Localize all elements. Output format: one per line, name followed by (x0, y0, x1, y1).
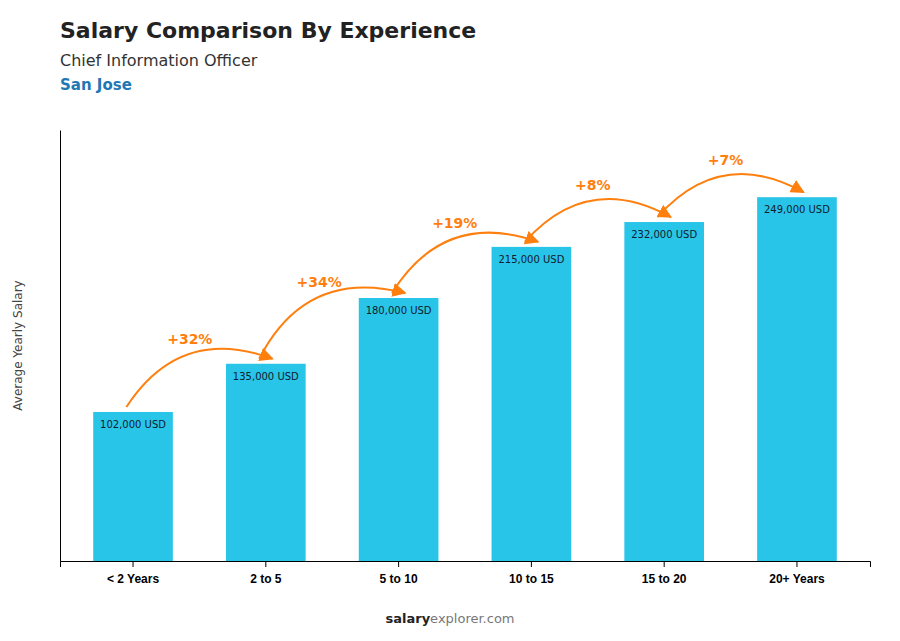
x-axis: < 2 Years 2 to 5 5 to 10 10 to 15 15 to 20 20… (61, 561, 871, 586)
x-tick: < 2 Years (107, 561, 159, 586)
x-tick: 2 to 5 (250, 561, 282, 586)
x-tick-mark (265, 561, 266, 567)
footer-part: explorer.com (430, 611, 514, 626)
bar (492, 247, 572, 561)
x-tick-mark (398, 561, 399, 567)
x-tick-label: 10 to 15 (509, 572, 554, 586)
footer-part: salary (385, 611, 430, 626)
x-tick-label: 15 to 20 (642, 572, 687, 586)
y-axis-label: Average Yearly Salary (11, 280, 25, 410)
arrow (525, 199, 671, 242)
x-tick: 20+ Years (769, 561, 825, 586)
arrow (658, 174, 804, 217)
x-tick: 5 to 10 (380, 561, 418, 586)
x-tick-label: < 2 Years (107, 572, 159, 586)
y-axis (60, 131, 61, 562)
bar (624, 222, 704, 561)
x-tick: 10 to 15 (509, 561, 554, 586)
arrow (392, 233, 538, 293)
annotation: +7% (708, 152, 744, 168)
arrow (259, 287, 405, 358)
x-tick-mark (531, 561, 532, 567)
data-label: 215,000 USD (498, 254, 564, 265)
data-label: 249,000 USD (764, 204, 830, 215)
bar (226, 364, 306, 561)
bars (93, 197, 837, 561)
x-tick-mark (664, 561, 665, 567)
data-label: 135,000 USD (233, 371, 299, 382)
bar (359, 298, 439, 561)
bar (757, 197, 837, 561)
x-tick-mark (133, 561, 134, 567)
x-tick-label: 5 to 10 (380, 572, 418, 586)
x-tick-label: 20+ Years (769, 572, 825, 586)
data-label: 102,000 USD (100, 419, 166, 430)
subtitle: Chief Information Officer (60, 51, 258, 70)
x-tick-mark (796, 561, 797, 567)
arrow (126, 349, 272, 407)
x-axis-line (61, 562, 871, 568)
data-labels: 102,000 USD 135,000 USD 180,000 USD 215,000… (100, 204, 830, 430)
data-label: 180,000 USD (366, 305, 432, 316)
annotation: +19% (432, 215, 477, 231)
subtitle: San Jose (60, 76, 132, 94)
title: Salary Comparison By Experience (60, 18, 476, 43)
chart: Salary Comparison By Experience Chief Inf… (0, 0, 900, 641)
annotation: +8% (575, 177, 611, 193)
data-label: 232,000 USD (631, 229, 697, 240)
x-tick-label: 2 to 5 (250, 572, 282, 586)
x-tick: 15 to 20 (642, 561, 687, 586)
annotation: +32% (167, 331, 212, 347)
bar (93, 412, 173, 561)
annotations: +32% +34% +19% +8% +7% (126, 152, 803, 407)
y-axis-line (60, 131, 61, 562)
footer: salaryexplorer.com (385, 611, 514, 626)
annotation: +34% (296, 274, 341, 290)
